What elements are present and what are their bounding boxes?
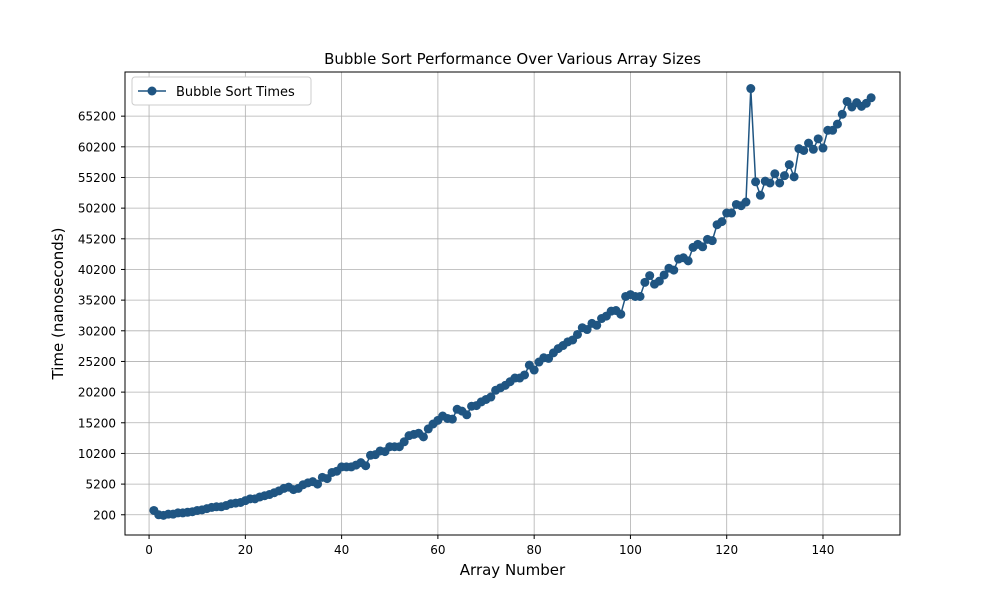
- data-point: [645, 271, 655, 281]
- data-point: [635, 291, 645, 301]
- data-point: [654, 276, 664, 286]
- legend: Bubble Sort Times: [131, 76, 312, 106]
- plot-frame: [124, 71, 901, 536]
- data-point: [837, 109, 847, 119]
- x-tick-label: 140: [812, 543, 835, 557]
- data-point: [707, 236, 717, 246]
- data-point: [784, 160, 794, 170]
- data-point: [582, 325, 592, 335]
- data-point: [399, 437, 409, 447]
- grid: [125, 72, 900, 535]
- y-tick-label: 200: [93, 508, 116, 522]
- y-tick-label: 15200: [78, 416, 116, 430]
- data-point: [751, 177, 761, 187]
- data-point: [486, 392, 496, 402]
- x-tick-label: 40: [334, 543, 349, 557]
- y-tick-label: 65200: [78, 110, 116, 124]
- data-point: [529, 365, 539, 375]
- data-point: [779, 171, 789, 181]
- x-tick-label: 80: [527, 543, 542, 557]
- x-tick-label: 100: [619, 543, 642, 557]
- y-tick-label: 20200: [78, 386, 116, 400]
- y-tick-label: 10200: [78, 447, 116, 461]
- legend-label: Bubble Sort Times: [176, 85, 295, 100]
- data-point: [592, 320, 602, 330]
- data-point: [669, 265, 679, 275]
- x-tick-label: 60: [430, 543, 445, 557]
- data-point: [322, 474, 332, 484]
- y-tick-label: 55200: [78, 171, 116, 185]
- data-point: [447, 414, 457, 424]
- data-point: [361, 461, 371, 471]
- data-point: [462, 410, 472, 420]
- data-point: [746, 84, 756, 94]
- data-point: [616, 309, 626, 319]
- series-layer: [149, 84, 876, 520]
- y-tick-label: 40200: [78, 263, 116, 277]
- y-tick-label: 5200: [85, 478, 116, 492]
- y-tick-label: 35200: [78, 294, 116, 308]
- data-point: [799, 146, 809, 155]
- data-point: [659, 270, 669, 280]
- y-tick-label: 60200: [78, 140, 116, 154]
- x-axis-label: Array Number: [460, 561, 566, 579]
- x-tick-label: 120: [715, 543, 738, 557]
- legend-box: [131, 76, 312, 106]
- data-point: [727, 208, 737, 218]
- data-point: [640, 277, 650, 287]
- data-point: [313, 479, 323, 489]
- data-point: [818, 143, 828, 153]
- y-axis-label: Time (nanoseconds): [49, 228, 67, 381]
- y-tick-label: 45200: [78, 232, 116, 246]
- data-point: [572, 329, 582, 339]
- data-point: [418, 432, 428, 442]
- data-point: [755, 190, 765, 200]
- y-tick-label: 25200: [78, 355, 116, 369]
- x-tick-label: 20: [238, 543, 253, 557]
- data-point: [717, 217, 727, 227]
- data-point: [698, 242, 708, 252]
- data-point: [770, 169, 780, 179]
- data-point: [765, 178, 775, 188]
- y-axis: 200 5200 10200 15200 20200 25200 30200 35200 402…: [78, 110, 125, 522]
- data-point: [828, 125, 838, 135]
- data-point: [775, 178, 785, 188]
- x-axis: 0 20 40 60 80 100 120 140: [145, 535, 834, 557]
- x-tick-label: 0: [145, 543, 153, 557]
- legend-point-marker: [147, 86, 157, 96]
- data-point: [804, 138, 814, 148]
- y-tick-label: 30200: [78, 324, 116, 338]
- y-tick-label: 50200: [78, 202, 116, 216]
- data-point: [808, 144, 818, 154]
- data-point: [789, 172, 799, 182]
- data-point: [741, 197, 751, 207]
- data-point: [813, 134, 823, 144]
- data-point: [520, 370, 530, 380]
- data-point: [683, 256, 693, 266]
- data-point: [832, 119, 842, 129]
- chart-title: Bubble Sort Performance Over Various Arr…: [324, 50, 701, 68]
- data-point: [866, 93, 876, 103]
